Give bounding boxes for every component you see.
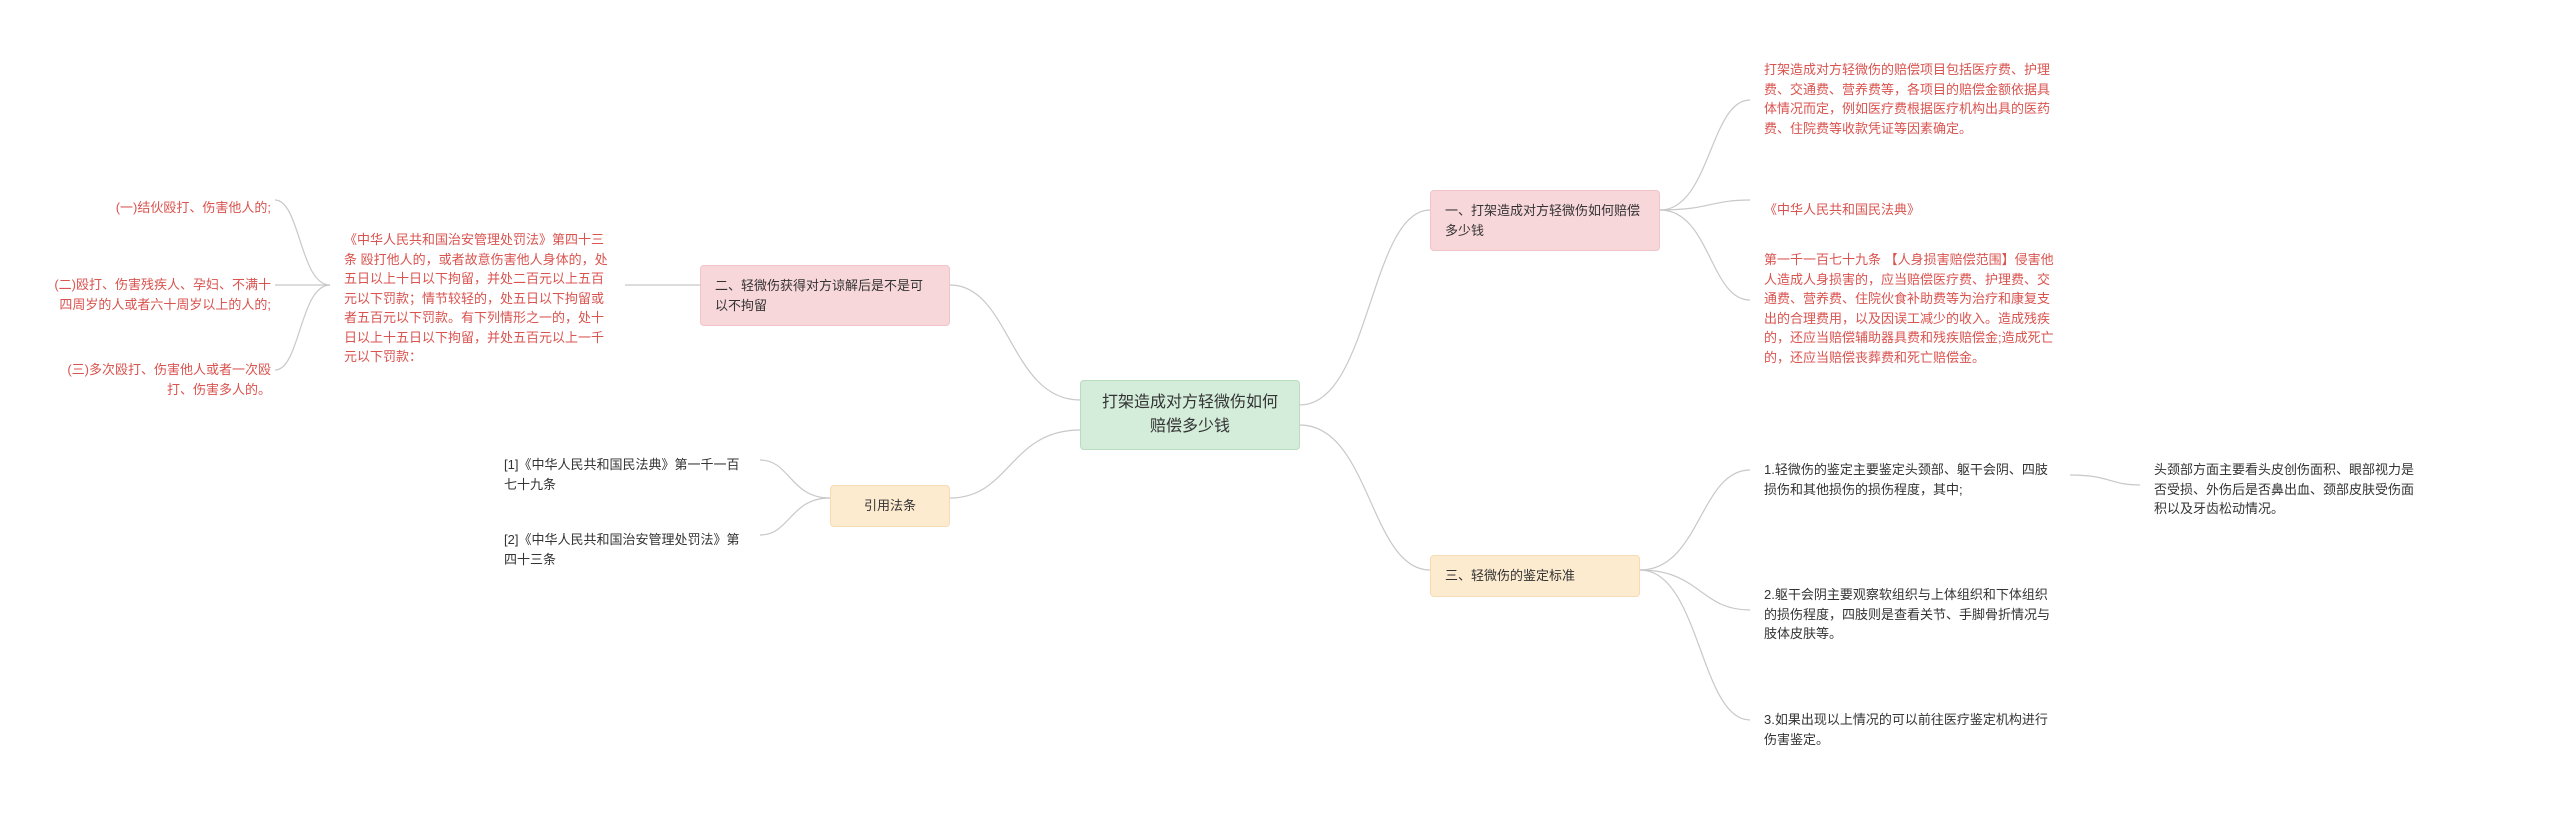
leaf-article-1179: 第一千一百七十九条 【人身损害赔偿范围】侵害他人造成人身损害的，应当赔偿医疗费、… [1750,240,2070,377]
branch-compensation: 一、打架造成对方轻微伤如何赔偿多少钱 [1430,190,1660,251]
branch-assessment: 三、轻微伤的鉴定标准 [1430,555,1640,597]
leaf-ref-1: [1]《中华人民共和国民法典》第一千一百七十九条 [490,445,760,504]
root-text: 打架造成对方轻微伤如何赔偿多少钱 [1102,394,1278,435]
leaf-assess-3: 3.如果出现以上情况的可以前往医疗鉴定机构进行伤害鉴定。 [1750,700,2070,759]
root-node: 打架造成对方轻微伤如何赔偿多少钱 [1080,380,1300,450]
leaf-penalty-law: 《中华人民共和国治安管理处罚法》第四十三条 殴打他人的，或者故意伤害他人身体的，… [330,220,625,377]
leaf-assess-2: 2.躯干会阴主要观察软组织与上体组织和下体组织的损伤程度，四肢则是查看关节、手脚… [1750,575,2070,654]
branch-references: 引用法条 [830,485,950,527]
branch-references-label: 引用法条 [864,498,916,513]
leaf-ref-2: [2]《中华人民共和国治安管理处罚法》第四十三条 [490,520,760,579]
leaf-assess-1: 1.轻微伤的鉴定主要鉴定头颈部、躯干会阴、四肢损伤和其他损伤的损伤程度，其中; [1750,450,2070,509]
leaf-civil-code: 《中华人民共和国民法典》 [1750,190,2050,230]
leaf-comp-items: 打架造成对方轻微伤的赔偿项目包括医疗费、护理费、交通费、营养费等，各项目的赔偿金… [1750,50,2070,148]
branch-detention-label: 二、轻微伤获得对方谅解后是不是可以不拘留 [715,278,923,313]
branch-detention: 二、轻微伤获得对方谅解后是不是可以不拘留 [700,265,950,326]
branch-compensation-label: 一、打架造成对方轻微伤如何赔偿多少钱 [1445,203,1640,238]
leaf-sub-1: (一)结伙殴打、伤害他人的; [55,188,285,228]
branch-assessment-label: 三、轻微伤的鉴定标准 [1445,568,1575,583]
leaf-sub-2: (二)殴打、伤害残疾人、孕妇、不满十四周岁的人或者六十周岁以上的人的; [30,265,285,324]
leaf-sub-3: (三)多次殴打、伤害他人或者一次殴打、伤害多人的。 [30,350,285,409]
leaf-assess-1a: 头颈部方面主要看头皮创伤面积、眼部视力是否受损、外伤后是否鼻出血、颈部皮肤受伤面… [2140,450,2440,529]
